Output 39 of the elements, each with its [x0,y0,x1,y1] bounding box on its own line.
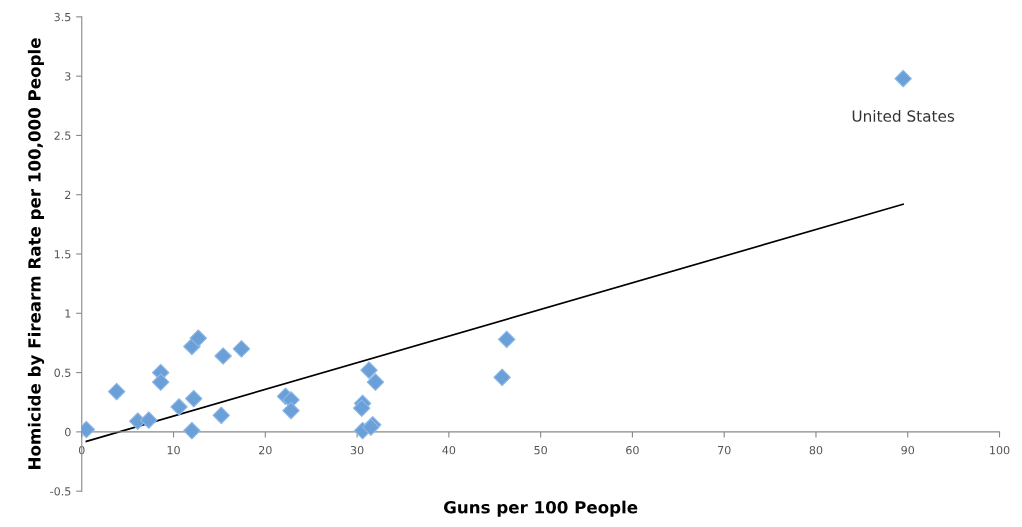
y-tick-label: 3.5 [54,12,71,22]
y-tick-label: 0.5 [54,368,71,377]
point [232,340,251,358]
y-tick-label: 2.5 [54,131,71,140]
point [184,389,203,408]
x-tick-label: 40 [442,445,456,455]
x-tick-label: 90 [901,445,915,455]
point [214,347,232,365]
x-tick-label: 10 [167,445,180,455]
x-tick-label: 100 [990,445,1010,455]
point [107,382,126,401]
point [497,330,516,349]
point [894,69,912,88]
x-tick-label: 30 [350,445,364,455]
x-tick-label: 60 [626,445,639,455]
y-tick-label: -0.5 [50,487,71,496]
y-tick-label: 1 [65,309,71,318]
y-tick-label: 2 [65,190,71,199]
point [151,373,170,391]
x-axis-title: Guns per 100 People [444,500,638,517]
x-tick-label: 50 [534,445,547,455]
point [360,361,378,379]
x-tick-label: 70 [718,445,731,455]
y-tick-label: 1.5 [54,250,71,259]
y-axis-title: Homicide by Firearm Rate per 100,000 People [27,38,45,469]
x-tick-label: 80 [809,445,823,455]
x-tick-label: 20 [259,445,272,455]
point [212,406,231,425]
y-tick-label: 3 [65,72,71,81]
point [493,368,511,387]
annotation: United States [852,110,955,122]
point [366,373,385,391]
point [189,329,208,347]
point [183,421,201,440]
point [282,401,300,420]
point [170,398,188,416]
point [139,411,158,429]
point [352,399,371,417]
y-tick-label: 0 [65,427,71,437]
